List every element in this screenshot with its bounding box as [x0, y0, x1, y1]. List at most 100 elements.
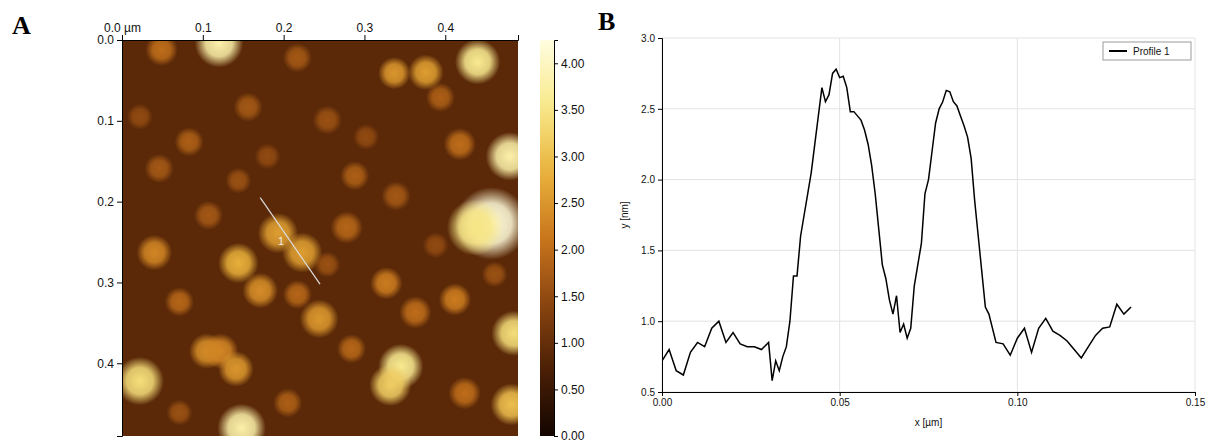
image-background	[122, 40, 518, 436]
colorbar-tick: 1.50	[554, 290, 585, 304]
colorbar-tick-mark	[554, 156, 558, 157]
colorbar-tick-label: 0.00	[561, 429, 585, 443]
y-tick-mark	[658, 38, 662, 39]
y-tick-mark	[658, 321, 662, 322]
grid-line-y	[662, 321, 1195, 322]
x-tick: 0.00	[653, 392, 673, 408]
colorbar-tick: 2.50	[554, 196, 585, 210]
x-tick-label: 0.00	[653, 397, 673, 408]
y-tick-mark	[117, 121, 122, 122]
colorbar-tick: 0.00	[554, 429, 585, 443]
particle	[447, 199, 504, 256]
colorbar-tick: 1.00	[554, 336, 585, 350]
x-tick: 0.15	[1186, 392, 1206, 408]
particle	[217, 404, 265, 436]
colorbar-tick-label: 2.50	[561, 196, 585, 210]
particle	[369, 364, 411, 406]
grid-line-y	[662, 38, 1195, 39]
x-tick: 0.4	[437, 21, 454, 40]
legend-swatch	[1109, 50, 1127, 52]
y-tick: 0.4	[97, 357, 122, 371]
particle	[444, 128, 476, 160]
colorbar-tick-label: 1.50	[561, 290, 585, 304]
particle	[426, 83, 455, 112]
x-axis: 0.0 µm0.10.20.30.4	[104, 21, 518, 41]
y-tick-label: 0.1	[97, 114, 114, 128]
panel-letter: B	[598, 7, 615, 36]
y-tick: 1.0	[641, 316, 662, 327]
y-tick-label: 1.5	[641, 245, 655, 256]
particle	[491, 311, 518, 356]
x-tick-label: 0.2	[276, 21, 293, 35]
y-tick: 2.5	[641, 104, 662, 115]
grid-line-y	[662, 108, 1195, 109]
legend-box	[1103, 42, 1191, 60]
y-tick-label: 0.2	[97, 195, 114, 209]
x-tick-mark	[840, 392, 841, 396]
y-tick: 1.5	[641, 245, 662, 256]
figure: 10.0 µm0.10.20.30.40.00.10.20.30.40.000.…	[0, 0, 1227, 446]
y-tick-mark	[117, 363, 122, 364]
particle	[337, 334, 366, 363]
particle	[482, 261, 508, 287]
particle	[283, 280, 312, 309]
particle	[273, 388, 302, 417]
particle	[314, 252, 340, 278]
profile-line	[260, 198, 320, 284]
grid	[662, 38, 1195, 392]
colorbar-tick: 0.50	[554, 383, 585, 397]
x-tick: 0.10	[1008, 392, 1028, 408]
panel-letter: A	[12, 11, 31, 40]
particle	[127, 104, 153, 130]
particle	[218, 351, 254, 387]
colorbar-tick-label: 3.00	[561, 150, 585, 164]
y-tick-label: 3.0	[641, 33, 655, 44]
particle	[423, 232, 449, 258]
x-tick: 0.1	[195, 21, 212, 40]
y-tick-mark	[658, 392, 662, 393]
particle	[137, 235, 173, 271]
x-tick-label: 0.1	[195, 21, 212, 35]
particle	[491, 383, 518, 425]
colorbar-axis-line	[555, 41, 559, 437]
x-tick: 0.3	[357, 21, 374, 40]
legend: Profile 1	[1103, 42, 1191, 60]
particle	[122, 357, 164, 405]
x-axis-line	[123, 35, 519, 41]
x-axis-title: x [µm]	[915, 417, 943, 428]
y-tick-mark	[117, 282, 122, 283]
image-area	[122, 40, 518, 436]
x-tick-label: 0.10	[1008, 397, 1028, 408]
x-tick-mark	[284, 35, 285, 40]
y-tick-mark	[658, 180, 662, 181]
colorbar-tick-label: 4.00	[561, 57, 585, 71]
grid-line-y	[662, 250, 1195, 251]
y-tick-label: 0.4	[97, 357, 114, 371]
y-tick-mark	[658, 109, 662, 110]
y-axis-title: y [nm]	[619, 201, 630, 228]
colorbar-tick-mark	[554, 110, 558, 111]
x-tick: 0.2	[276, 21, 293, 40]
colorbar-tick-mark	[554, 389, 558, 390]
y-axis-line	[658, 39, 663, 393]
colorbar-tick-label: 1.00	[561, 336, 585, 350]
colorbar-tick: 2.00	[554, 243, 585, 257]
y-axis: 0.5 1.0 1.5 2.0 2.5 3.0	[641, 33, 662, 398]
particle	[313, 105, 342, 134]
plot-area	[662, 69, 1131, 381]
y-tick: 0.2	[97, 195, 122, 209]
y-tick: 0.0	[97, 33, 122, 47]
y-tick: 0.5	[641, 387, 662, 398]
x-tick-mark	[445, 35, 446, 40]
profile-label: 1	[278, 235, 284, 247]
particle	[283, 43, 312, 72]
particle	[353, 124, 379, 150]
particle	[486, 132, 518, 180]
particle	[194, 201, 223, 230]
y-tick: 2.0	[641, 174, 662, 185]
x-tick-label: 0.15	[1186, 397, 1206, 408]
y-axis: 0.00.10.20.30.4	[97, 33, 122, 436]
x-tick-mark	[1017, 392, 1018, 396]
particle	[439, 283, 471, 315]
y-tick-label: 2.5	[641, 104, 655, 115]
